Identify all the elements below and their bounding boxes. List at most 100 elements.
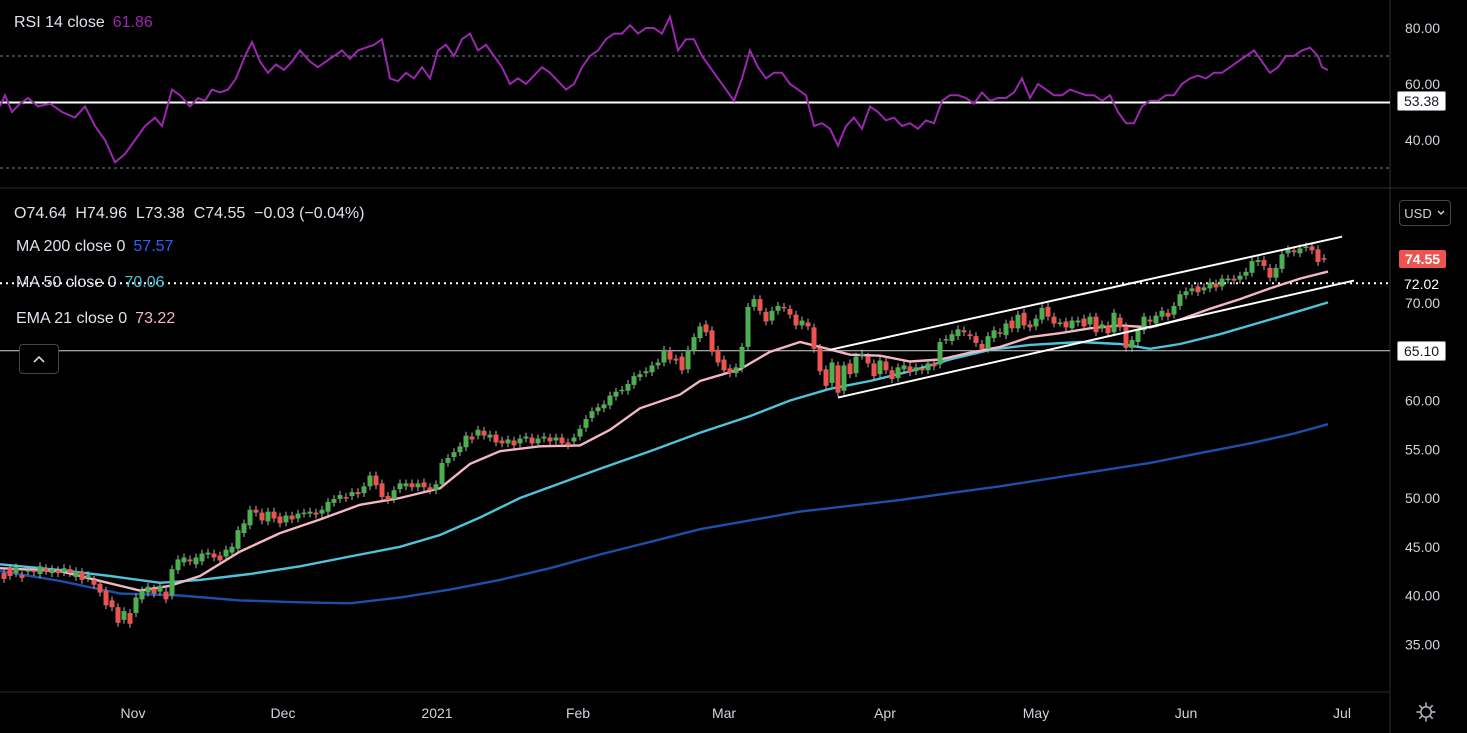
- candle-body: [691, 337, 697, 351]
- candle: [673, 354, 679, 365]
- candle: [1219, 274, 1225, 291]
- candle-body: [655, 362, 661, 366]
- candle-body: [1219, 278, 1225, 287]
- candle-body: [709, 330, 715, 352]
- candle: [1105, 321, 1111, 338]
- candle-body: [385, 496, 391, 500]
- candle: [967, 330, 973, 341]
- ema21-legend-value: 73.22: [135, 310, 176, 327]
- candle: [1033, 314, 1039, 331]
- candle-body: [487, 434, 493, 438]
- candle: [823, 365, 829, 390]
- gear-icon[interactable]: [1414, 700, 1438, 724]
- candle-body: [919, 368, 925, 371]
- candle: [469, 432, 475, 444]
- candle-body: [313, 512, 319, 515]
- candle-body: [775, 305, 781, 311]
- x-tick-label: Feb: [566, 705, 590, 721]
- x-tick-label: Nov: [121, 705, 146, 721]
- candle-body: [157, 585, 163, 592]
- candle-body: [1135, 329, 1141, 342]
- candle: [505, 435, 511, 448]
- candle-body: [1009, 320, 1015, 329]
- candle-body: [967, 334, 973, 337]
- x-tick-label: Apr: [874, 705, 896, 721]
- candle-body: [805, 322, 811, 327]
- candle-body: [145, 586, 151, 593]
- candle: [943, 335, 949, 344]
- candle: [721, 355, 727, 375]
- candle: [25, 566, 31, 576]
- candle-body: [469, 436, 475, 440]
- candle-body: [187, 559, 193, 562]
- currency-select[interactable]: USD: [1399, 200, 1451, 226]
- rsi-tick-label: 40.00: [1405, 132, 1440, 148]
- candle-body: [289, 515, 295, 520]
- candle: [577, 424, 583, 441]
- ma200-legend-value: 57.57: [133, 238, 174, 255]
- candle: [127, 609, 133, 628]
- candle-body: [115, 607, 121, 623]
- candle: [319, 505, 325, 518]
- candle-body: [121, 611, 127, 620]
- candle: [643, 367, 649, 378]
- candle-body: [589, 411, 595, 419]
- candle-body: [715, 349, 721, 363]
- candle: [805, 318, 811, 331]
- candle-body: [361, 486, 367, 494]
- candle: [1183, 287, 1189, 300]
- candle-body: [739, 346, 745, 369]
- candle-body: [253, 509, 259, 513]
- candle: [193, 553, 199, 569]
- candle-body: [85, 575, 91, 578]
- candle: [91, 576, 97, 589]
- candle: [1015, 310, 1021, 333]
- candle-body: [49, 569, 55, 574]
- candle: [1081, 314, 1087, 331]
- candle: [265, 507, 271, 526]
- candle: [931, 359, 937, 371]
- candle: [397, 479, 403, 494]
- candle-body: [529, 437, 535, 444]
- candle-body: [205, 552, 211, 555]
- price-tick-label: 55.00: [1405, 441, 1440, 457]
- candle: [649, 361, 655, 377]
- candle-body: [427, 487, 433, 491]
- candle-body: [1255, 260, 1261, 263]
- candle-body: [271, 511, 277, 519]
- candle: [1087, 312, 1093, 329]
- candle: [1111, 308, 1117, 337]
- candle-body: [319, 509, 325, 514]
- candle-body: [751, 299, 757, 307]
- candle: [445, 454, 451, 467]
- candle: [679, 352, 685, 375]
- candle: [1267, 264, 1273, 282]
- candle: [1255, 256, 1261, 266]
- candle: [1249, 257, 1255, 277]
- candle-body: [499, 440, 505, 444]
- candle-body: [229, 546, 235, 553]
- candle-body: [535, 438, 541, 444]
- candle-body: [979, 343, 985, 349]
- candle: [991, 326, 997, 342]
- candle-body: [601, 404, 607, 409]
- candle-body: [1153, 315, 1159, 324]
- candle-body: [523, 436, 529, 439]
- price-tick-label: 35.00: [1405, 636, 1440, 652]
- candle: [793, 310, 799, 330]
- collapse-legend-button[interactable]: [19, 344, 59, 374]
- candle-body: [865, 356, 871, 364]
- candle-body: [931, 363, 937, 367]
- candle: [79, 568, 85, 584]
- candle-body: [505, 439, 511, 444]
- ema21-line: [0, 270, 1329, 592]
- x-tick-label: Jul: [1333, 705, 1351, 721]
- candle: [211, 549, 217, 562]
- candle-body: [1069, 320, 1075, 329]
- candle: [781, 303, 787, 312]
- candle-body: [1249, 261, 1255, 273]
- candle-body: [565, 442, 571, 446]
- candle: [55, 566, 61, 577]
- candle-body: [1291, 250, 1297, 253]
- candle: [1261, 256, 1267, 270]
